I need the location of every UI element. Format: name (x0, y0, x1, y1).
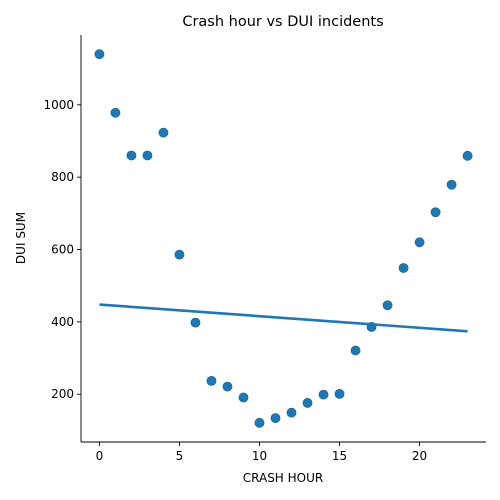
data-point (126, 150, 137, 161)
data-point (302, 398, 313, 408)
regression-line (99, 303, 468, 333)
data-point (462, 150, 473, 161)
regression-line-layer (99, 303, 468, 333)
data-point (398, 263, 409, 273)
data-points (94, 49, 473, 428)
data-point (174, 249, 185, 260)
data-point (94, 49, 105, 60)
x-tick-label: 10 (252, 449, 267, 463)
data-point (110, 107, 121, 118)
data-point (254, 417, 265, 428)
y-tick-label: 200 (51, 387, 74, 401)
data-point (430, 207, 441, 218)
x-tick-label: 5 (176, 449, 184, 463)
data-point (206, 375, 217, 386)
y-tick-label: 400 (51, 315, 74, 329)
y-tick-label: 1000 (43, 98, 74, 112)
data-point (142, 150, 153, 161)
data-point (446, 179, 457, 190)
data-point (414, 237, 425, 248)
x-tick-label: 20 (412, 449, 427, 463)
data-point (190, 317, 201, 328)
y-tick-label: 800 (51, 170, 74, 184)
data-point (270, 413, 281, 424)
data-point (334, 388, 345, 399)
y-tick-label: 600 (51, 243, 74, 257)
data-point (382, 300, 393, 311)
data-point (286, 407, 297, 418)
y-axis-label: DUI SUM (14, 212, 28, 264)
x-tick-label: 0 (96, 449, 104, 463)
data-point (238, 392, 249, 403)
y-axis-ticks: 200 400 600 800 1000 (43, 98, 81, 401)
data-point (222, 381, 233, 392)
x-axis-label: CRASH HOUR (243, 471, 323, 485)
data-point (318, 389, 329, 400)
x-axis-ticks: 0 5 10 15 20 (96, 442, 427, 463)
x-tick-label: 15 (332, 449, 347, 463)
data-point (350, 345, 361, 356)
data-point (158, 127, 169, 138)
chart-title: Crash hour vs DUI incidents (182, 14, 383, 30)
